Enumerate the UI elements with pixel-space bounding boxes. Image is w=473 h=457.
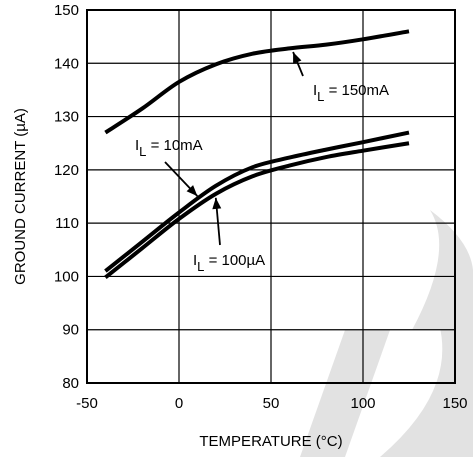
series-annotation-label: IL = 100µA <box>193 252 265 274</box>
x-axis-title: TEMPERATURE (°C) <box>199 433 342 450</box>
y-tick-label: 90 <box>62 322 79 339</box>
annotation-arrowhead <box>212 197 222 210</box>
y-tick-label: 110 <box>55 215 79 232</box>
series-annotations: IL = 150mA IL = 10mA IL = 100µA <box>135 51 389 274</box>
series-annotation-label: IL = 10mA <box>135 137 203 159</box>
y-tick-label: 80 <box>62 375 79 392</box>
series-line <box>104 141 410 280</box>
watermark-logo <box>300 210 473 457</box>
x-tick-labels: -50 0 50 100 150 <box>76 395 467 412</box>
x-tick-label: 150 <box>442 395 467 412</box>
series-line <box>104 29 410 135</box>
series-lines <box>104 29 410 280</box>
y-tick-label: 150 <box>54 2 79 19</box>
x-tick-label: -50 <box>76 395 98 412</box>
y-tick-labels: 80 90 100 110 120 130 140 150 <box>54 2 79 392</box>
y-tick-label: 100 <box>54 268 79 285</box>
plot-frame <box>86 9 456 384</box>
y-tick-label: 130 <box>54 109 79 126</box>
annotation-arrowhead <box>293 51 302 64</box>
grid-lines <box>87 10 455 383</box>
y-axis-title: GROUND CURRENT (µA) <box>12 108 29 285</box>
series-line <box>104 130 410 273</box>
series-annotation-label: IL = 150mA <box>313 82 389 104</box>
y-tick-label: 140 <box>54 55 79 72</box>
x-tick-label: 0 <box>175 395 183 412</box>
y-tick-label: 120 <box>54 162 79 179</box>
annotation-arrowhead <box>186 185 198 197</box>
x-tick-label: 100 <box>350 395 375 412</box>
x-tick-label: 50 <box>263 395 280 412</box>
